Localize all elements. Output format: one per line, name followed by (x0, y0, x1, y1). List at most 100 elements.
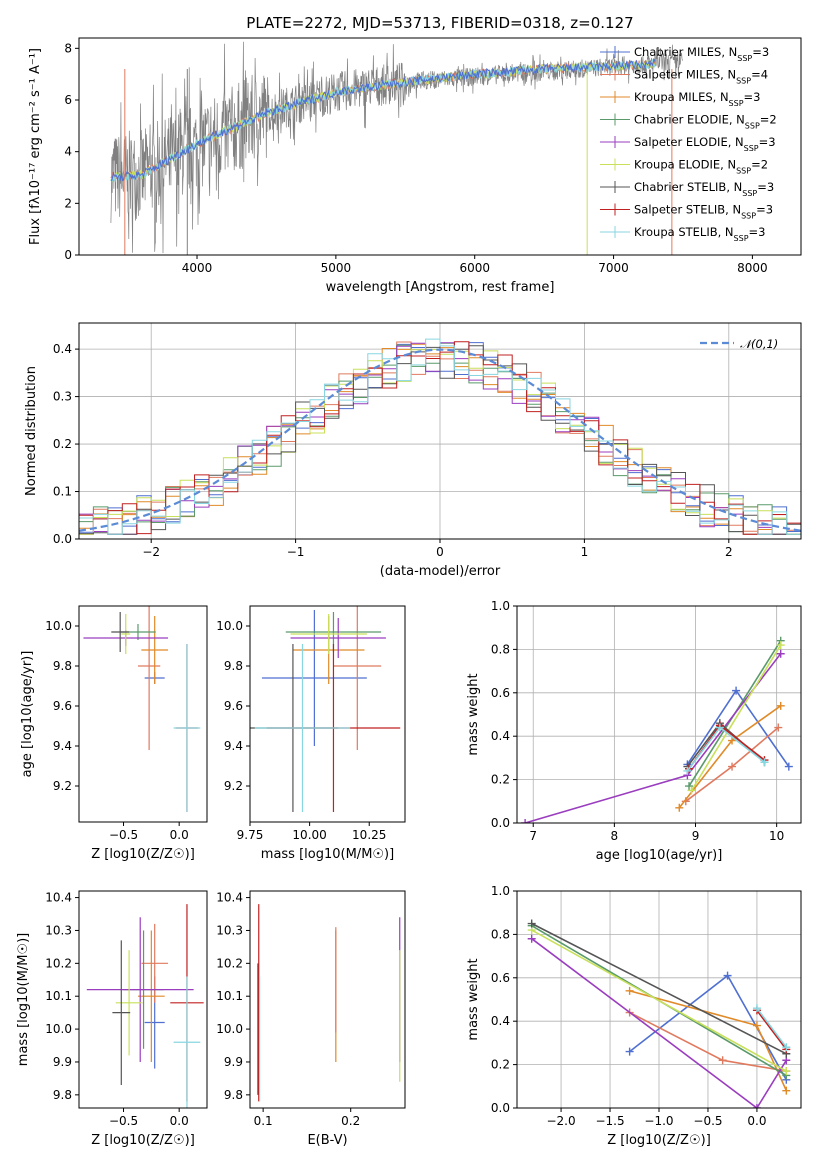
x-axis-label: mass [log10(M/M☉)] (261, 847, 394, 862)
y-tick-label: 10.2 (45, 956, 72, 970)
legend-subscript: SSP (729, 99, 744, 108)
legend: Chabrier MILES, NSSP=3 Salpeter MILES, NS… (600, 45, 777, 243)
weight-marker (752, 1021, 761, 1030)
axes-frame (78, 605, 208, 823)
legend-subscript: SSP (744, 144, 759, 153)
y-tick-label: 0.0 (491, 816, 510, 830)
plot-area (521, 636, 793, 823)
weight-marker (776, 649, 785, 658)
x-tick-label: −1.0 (644, 1114, 673, 1128)
model-spectrum (110, 58, 656, 182)
legend-subscript: SSP (745, 121, 760, 130)
y-tick-label: 9.8 (53, 659, 72, 673)
x-tick-label: 0.2 (341, 1114, 360, 1128)
x-tick-label: 5000 (321, 261, 352, 275)
y-tick-label: 0.3 (53, 390, 72, 404)
legend-label: Chabrier MILES, NSSP=3 (634, 45, 769, 63)
panel-mass_vs_Z: −0.5 0.0 9.8 9.9 10.0 10.1 10.2 10.3 10.4 Z [log1… (16, 890, 208, 1148)
x-tick-label: −1 (287, 545, 305, 559)
y-tick-label: 9.4 (53, 739, 72, 753)
plot-area (79, 338, 801, 535)
gaussian-curve (79, 348, 801, 532)
weight-marker (625, 986, 634, 995)
y-tick-label: 9.4 (224, 739, 243, 753)
y-tick-label: 10.0 (45, 1022, 72, 1036)
x-tick-label: 10.00 (292, 828, 326, 842)
x-tick-label: 9.75 (237, 828, 264, 842)
y-tick-label: 4 (64, 145, 72, 159)
axes-frame (249, 890, 406, 1109)
weight-marker (527, 934, 536, 943)
x-tick-label: 9 (692, 829, 700, 843)
legend-label: Kroupa ELODIE, NSSP=2 (634, 158, 768, 176)
y-tick-label: 10.3 (216, 923, 243, 937)
y-tick-label: 0.8 (491, 642, 510, 656)
axes-frame (78, 37, 802, 256)
legend-value: =4 (751, 68, 768, 82)
panel-age_vs_Z: −0.5 0.0 9.2 9.4 9.6 9.8 10.0 Z [log10(Z/Z☉)] ag… (20, 605, 208, 862)
legend-subscript: SSP (736, 166, 751, 175)
x-axis-label: Z [log10(Z/Z☉)] (607, 1133, 711, 1148)
y-tick-label: 9.8 (224, 1088, 243, 1102)
x-tick-label: −2.0 (546, 1114, 575, 1128)
x-axis-label: Z [log10(Z/Z☉)] (91, 847, 195, 862)
weight-marker (527, 919, 536, 928)
y-axis-label: Normed distribution (24, 366, 39, 496)
legend-value: =3 (756, 203, 773, 217)
y-tick-label: 10.0 (216, 619, 243, 633)
y-tick-label: 0.4 (491, 1014, 510, 1028)
axes-frame (249, 605, 406, 823)
y-tick-label: 2 (64, 196, 72, 210)
y-tick-label: 10.4 (45, 891, 72, 905)
plot-area (86, 904, 204, 1108)
y-tick-label: 8 (64, 41, 72, 55)
weight-marker (752, 1104, 761, 1108)
y-tick-label: 10.0 (45, 619, 72, 633)
y-tick-label: 0.2 (491, 773, 510, 787)
x-tick-label: 10.25 (352, 828, 386, 842)
weight-marker (675, 803, 684, 812)
y-tick-label: 10.1 (45, 989, 72, 1003)
y-tick-label: 0 (64, 248, 72, 262)
weight-marker (728, 762, 737, 771)
figure-title: PLATE=2272, MJD=53713, FIBERID=0318, z=0… (246, 14, 633, 32)
panel-residuals: −2 −1 0 1 2 0.0 0.1 0.2 0.3 0.4 (data-model)/error… (24, 322, 802, 579)
plot-area (257, 904, 401, 1102)
weight-line (690, 644, 782, 791)
plot-area (110, 41, 684, 255)
weight-marker (683, 766, 692, 775)
y-tick-label: 0.2 (53, 437, 72, 451)
weight-marker (776, 641, 785, 650)
legend-value: =2 (751, 158, 768, 172)
y-tick-label: 9.6 (224, 699, 243, 713)
data-spectrum (110, 41, 684, 254)
weight-marker (784, 762, 793, 771)
weight-marker (687, 786, 696, 795)
legend-value: =3 (752, 45, 769, 59)
weight-marker (625, 1047, 634, 1056)
weight-marker (782, 1043, 791, 1052)
panel-weight_vs_age: 7 8 9 10 0.0 0.2 0.4 0.6 0.8 1.0 age [log10(age/yr… (466, 599, 802, 863)
panel-spectrum: 4000 5000 6000 7000 8000 0 2 4 6 8 wavelength [Ang… (28, 37, 802, 295)
weight-line (531, 938, 787, 1108)
y-tick-label: 1.0 (491, 599, 510, 613)
weight-line (531, 929, 787, 1072)
x-tick-label: −0.5 (109, 828, 138, 842)
y-tick-label: 0.4 (491, 729, 510, 743)
panel-weight_vs_Z: −2.0 −1.5 −1.0 −0.5 0.0 0.0 0.2 0.4 0.6 0.8 1.0 Z [… (466, 884, 802, 1148)
panel-mass_vs_ebv: 0.1 0.2 9.8 9.9 10.0 10.1 10.2 10.3 10.4 E(B-V) (216, 890, 406, 1148)
legend-subscript: SSP (736, 76, 751, 85)
weight-marker (715, 723, 724, 732)
legend-subscript: SSP (737, 54, 752, 63)
x-tick-label: 0.0 (747, 1114, 766, 1128)
legend-subscript: SSP (734, 234, 749, 243)
x-tick-label: 10 (769, 829, 784, 843)
plot-area (83, 606, 201, 812)
residual-histogram (79, 341, 801, 535)
weight-marker (521, 819, 530, 823)
legend-label: Salpeter ELODIE, NSSP=3 (634, 135, 776, 153)
plot-area (250, 606, 401, 812)
x-tick-label: 8000 (737, 261, 768, 275)
x-axis-label: E(B-V) (307, 1133, 347, 1148)
legend-label: Salpeter STELIB, NSSP=3 (634, 203, 773, 221)
